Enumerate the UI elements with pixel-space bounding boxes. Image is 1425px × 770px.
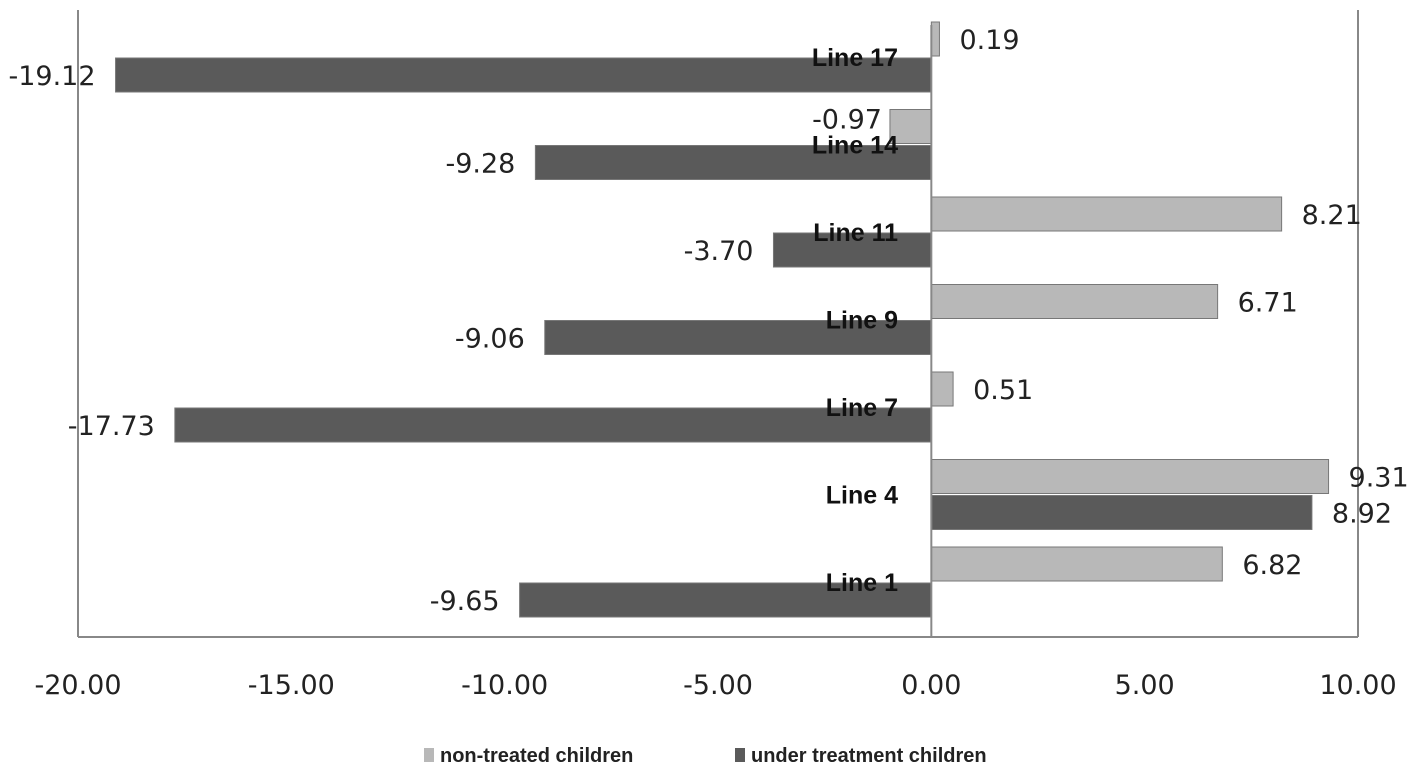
bars-group [115,21,1330,618]
data-label: 0.51 [973,375,1033,406]
data-label: 6.82 [1242,550,1302,581]
category-label: Line 11 [813,219,898,247]
data-label: -0.97 [812,105,882,136]
bar-line-11-series-2 [772,232,932,268]
bar-line-14-series-1 [889,109,932,144]
category-label: Line 7 [826,394,898,422]
bar-line-1-series-1 [930,546,1223,582]
category-label: Line 17 [812,44,898,72]
x-tick-label: 0.00 [901,670,961,701]
bar-line-1-series-2 [519,582,932,618]
category-labels: Line 17 Line 14 Line 11 Line 9 Line 7 Line 4 L… [812,44,898,597]
data-label: -19.12 [8,61,95,92]
legend: non-treated children under treatment chil… [424,745,987,767]
bar-line-17-series-2 [115,57,932,93]
bar-line-4-series-2 [930,495,1313,530]
legend-swatch [735,748,745,762]
bar-line-11-series-1 [930,196,1283,232]
data-label: 0.19 [959,25,1019,56]
bar-line-4-series-1 [930,459,1330,494]
data-label: 9.31 [1349,463,1409,494]
data-label: -9.28 [446,149,516,180]
category-label: Line 1 [826,569,898,597]
x-tick-labels: -20.00 -15.00 -10.00 -5.00 0.00 5.00 10.00 [34,670,1396,701]
category-label: Line 14 [812,132,898,160]
data-label: 8.21 [1302,200,1362,231]
bar-line-9-series-2 [544,320,932,355]
x-tick-label: 10.00 [1319,670,1396,701]
x-tick-label: -15.00 [248,670,335,701]
x-tick-label: -20.00 [34,670,121,701]
bar-line-14-series-2 [534,145,932,180]
bar-line-7-series-1 [930,371,954,407]
data-label: 8.92 [1332,499,1392,530]
legend-swatch [424,748,434,762]
x-tick-label: 5.00 [1115,670,1175,701]
data-labels: 0.19 -19.12 -0.97 -9.28 8.21 -3.70 6.71 -9.06 0.… [8,25,1408,617]
data-label: -3.70 [684,236,754,267]
data-label: -9.65 [430,586,500,617]
x-tick-label: -5.00 [683,670,753,701]
data-label: -9.06 [455,324,525,355]
x-tick-label: -10.00 [461,670,548,701]
bar-line-17-series-1 [930,21,940,57]
data-label: -17.73 [68,411,155,442]
legend-label: non-treated children [440,745,633,767]
data-label: 6.71 [1238,288,1298,319]
bar-line-7-series-2 [174,407,932,443]
legend-label: under treatment children [751,745,987,767]
category-label: Line 9 [826,307,898,335]
category-label: Line 4 [826,482,898,510]
bar-line-9-series-1 [930,284,1219,319]
